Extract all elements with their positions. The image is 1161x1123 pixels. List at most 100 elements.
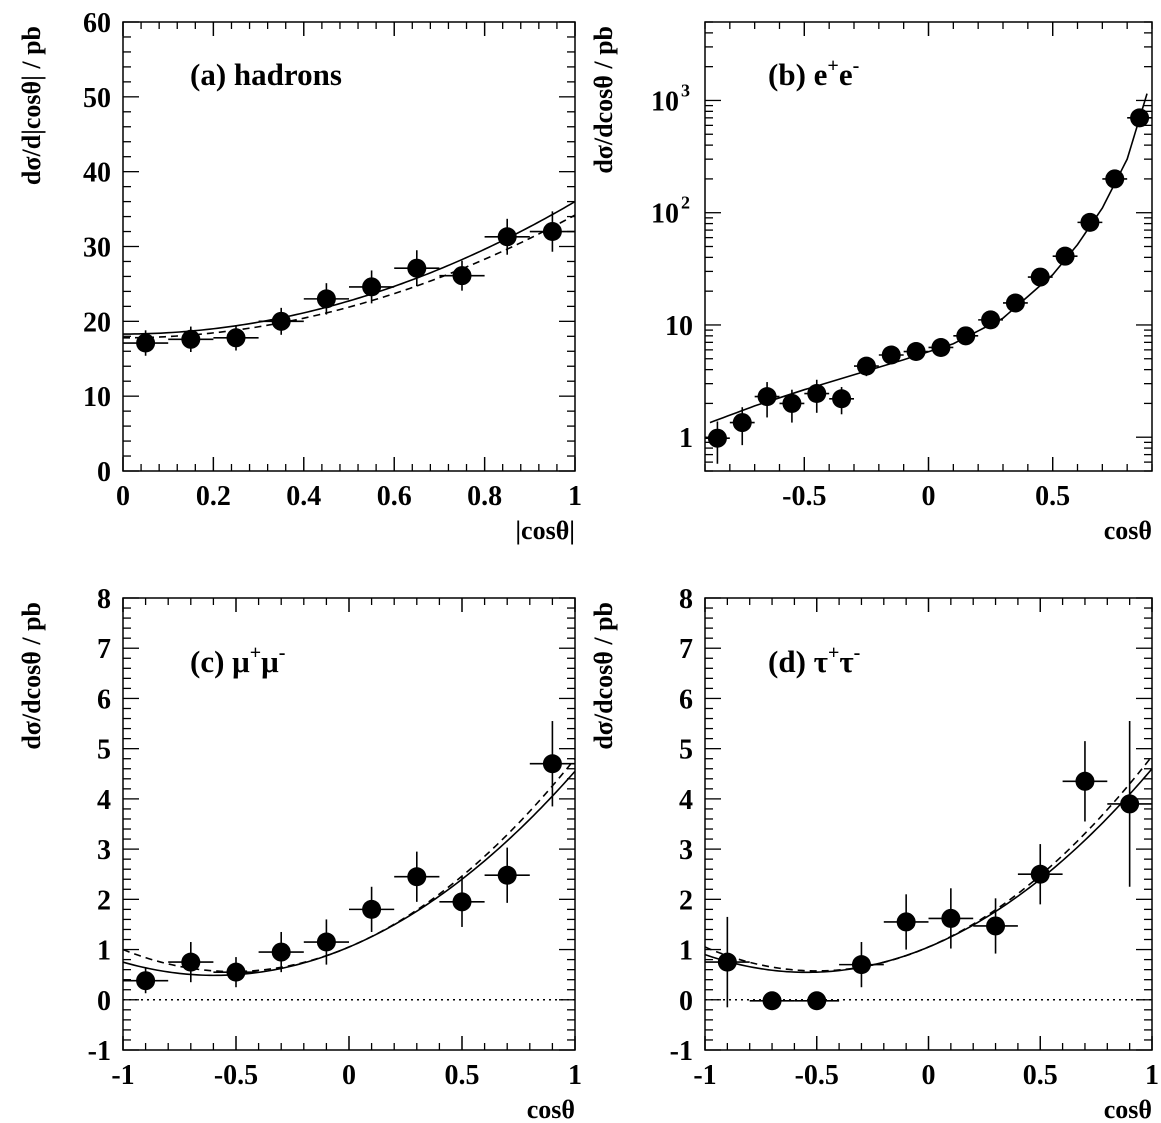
x-tick-label: 1 (568, 481, 582, 512)
data-point (303, 283, 349, 315)
marker (931, 337, 951, 357)
x-tick-label: 1 (1145, 1060, 1159, 1091)
data-point (1062, 741, 1108, 822)
marker (807, 384, 827, 404)
marker (1030, 864, 1050, 884)
y-tick-label: 50 (83, 83, 111, 114)
marker (226, 328, 246, 348)
data-point (168, 326, 214, 353)
plot-area (123, 200, 575, 356)
y-tick-label: 2 (97, 885, 111, 916)
data-point (779, 389, 805, 423)
marker (1120, 794, 1140, 814)
marker (407, 867, 427, 887)
marker (1105, 169, 1125, 189)
marker (542, 222, 562, 242)
data-point (168, 942, 214, 983)
data-point (978, 310, 1003, 330)
y-tick-exponent: 2 (681, 193, 690, 213)
y-tick-label: 7 (679, 634, 693, 665)
y-tick-label: 1 (679, 936, 693, 967)
data-point (258, 307, 304, 335)
marker (181, 952, 201, 972)
marker (497, 865, 517, 885)
data-point (213, 325, 259, 351)
tick-marks (122, 597, 576, 1051)
data-point (804, 379, 830, 413)
data-point (883, 894, 929, 950)
y-tick-label: 30 (83, 233, 111, 264)
y-tick-label: 3 (679, 835, 693, 866)
y-tick-label: 6 (97, 684, 111, 715)
y-tick-label: 10 (651, 86, 679, 117)
marker (906, 342, 926, 362)
x-tick-label: -0.5 (214, 1060, 258, 1091)
x-tick-label: 0 (342, 1060, 356, 1091)
x-axis-title: cosθ (1104, 1095, 1152, 1123)
marker (851, 955, 871, 975)
data-point (1003, 293, 1028, 313)
fit-curve-dashed (123, 758, 575, 973)
marker (956, 326, 976, 346)
data-point (439, 260, 485, 291)
data-point (349, 270, 395, 304)
marker (316, 289, 336, 309)
y-tick-label: 60 (83, 8, 111, 39)
data-point (484, 218, 530, 255)
x-tick-label: -1 (693, 1060, 716, 1091)
marker (941, 908, 961, 928)
data-point (213, 957, 259, 988)
x-tick-label: 0.5 (1035, 481, 1070, 512)
marker (807, 991, 827, 1011)
x-tick-label: 0 (922, 1060, 936, 1091)
marker (1075, 771, 1095, 791)
marker (856, 356, 876, 376)
x-tick-label: -1 (111, 1060, 134, 1091)
y-tick-label: 20 (83, 307, 111, 338)
y-tick-label: 6 (679, 684, 693, 715)
fit-curve-solid (709, 93, 1148, 424)
y-tick-label: 5 (97, 735, 111, 766)
marker (362, 277, 382, 297)
data-point (839, 942, 884, 988)
data-point (123, 330, 169, 356)
data-point (953, 326, 979, 346)
data-point (1027, 267, 1053, 287)
tick-marks (704, 21, 1153, 472)
marker (832, 389, 852, 409)
y-tick-label: 10 (83, 382, 111, 413)
data-point (1077, 212, 1103, 232)
marker (1030, 267, 1050, 287)
marker (986, 916, 1006, 936)
y-tick-label: 0 (97, 457, 111, 488)
marker (136, 333, 156, 353)
marker (136, 971, 156, 991)
data-point (928, 888, 974, 949)
marker (542, 754, 562, 774)
panel-d: -1 -0.5 0 0.5 1 -1 0 1 2 3 4 5 6 7 8 cosθ dσ/dcosθ / pb (… (589, 584, 1159, 1123)
data-point (529, 211, 575, 252)
y-tick-label: 7 (97, 634, 111, 665)
marker (316, 932, 336, 952)
panel-a: 0 0.2 0.4 0.6 0.8 10102030405060|cosθ|dσ/d|co… (17, 8, 582, 545)
marker (757, 387, 777, 407)
y-tick-label: 0 (97, 986, 111, 1017)
tick-marks (122, 21, 576, 472)
data-point (1017, 844, 1063, 905)
marker (1005, 293, 1025, 313)
data-point (258, 931, 304, 973)
plot-area (123, 721, 575, 1001)
data-point (1107, 721, 1152, 887)
panel-title: (c) μ+μ- (190, 642, 285, 679)
y-tick-label: 8 (97, 584, 111, 615)
x-tick-label: -0.5 (782, 481, 826, 512)
marker (271, 942, 291, 962)
y-axis-title: dσ/dcosθ / pb (17, 602, 46, 750)
plot-area (705, 93, 1152, 464)
y-axis-title: dσ/dcosθ / pb (589, 602, 618, 750)
marker (1130, 108, 1150, 128)
marker (362, 899, 382, 919)
data-point (1052, 246, 1078, 266)
y-tick-label: 8 (679, 584, 693, 615)
y-axis-title: dσ/dcosθ / pb (589, 26, 618, 174)
